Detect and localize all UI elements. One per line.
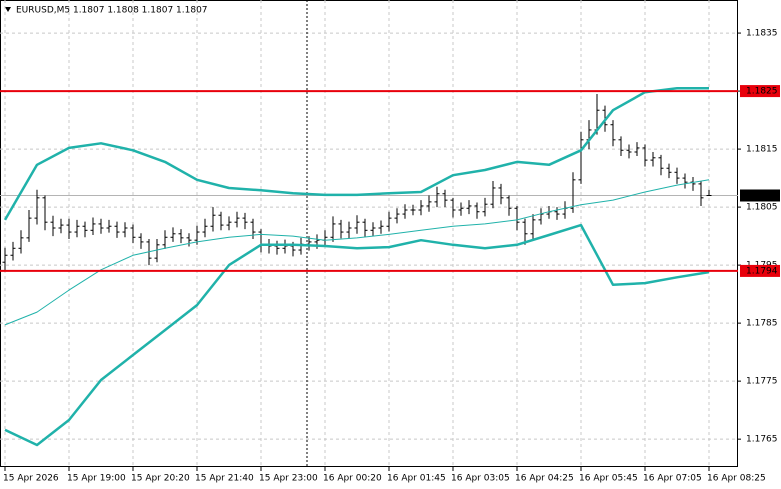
x-tick-label: 16 Apr 08:25 [707, 474, 766, 484]
plot-frame [0, 0, 738, 467]
chart-title: EURUSD,M5 1.1807 1.1808 1.1807 1.1807 [16, 6, 208, 16]
x-tick-label: 16 Apr 05:45 [579, 474, 638, 484]
level-tag [740, 264, 780, 277]
x-tick-label: 16 Apr 04:25 [515, 474, 574, 484]
band-line [4, 223, 710, 447]
price-tag [740, 189, 780, 202]
level-tag [740, 85, 780, 98]
x-tick-label: 15 Apr 2026 [3, 474, 59, 484]
y-tick-label: 1.1835 [746, 29, 778, 39]
x-tick-label: 15 Apr 23:00 [259, 474, 318, 484]
y-tick-label: 1.1765 [746, 435, 778, 445]
band-line [3, 86, 709, 221]
x-tick-label: 16 Apr 00:20 [323, 474, 382, 484]
level-label: 1.1825 [746, 87, 778, 97]
x-tick-label: 16 Apr 07:05 [643, 474, 702, 484]
level-label: 1.1794 [746, 266, 778, 276]
x-tick-label: 15 Apr 19:00 [67, 474, 126, 484]
menu-triangle[interactable] [5, 7, 11, 12]
price-label: 1.1807 [746, 191, 778, 201]
x-tick-label: 16 Apr 03:05 [451, 474, 510, 484]
y-tick-label: 1.1815 [746, 145, 778, 155]
band-line [4, 179, 710, 326]
x-tick-label: 15 Apr 20:20 [131, 474, 190, 484]
x-tick-label: 15 Apr 21:40 [195, 474, 254, 484]
x-tick-label: 16 Apr 01:45 [387, 474, 446, 484]
y-tick-label: 1.1775 [746, 377, 778, 387]
y-tick-label: 1.1805 [746, 203, 778, 213]
y-tick-label: 1.1785 [746, 319, 778, 329]
